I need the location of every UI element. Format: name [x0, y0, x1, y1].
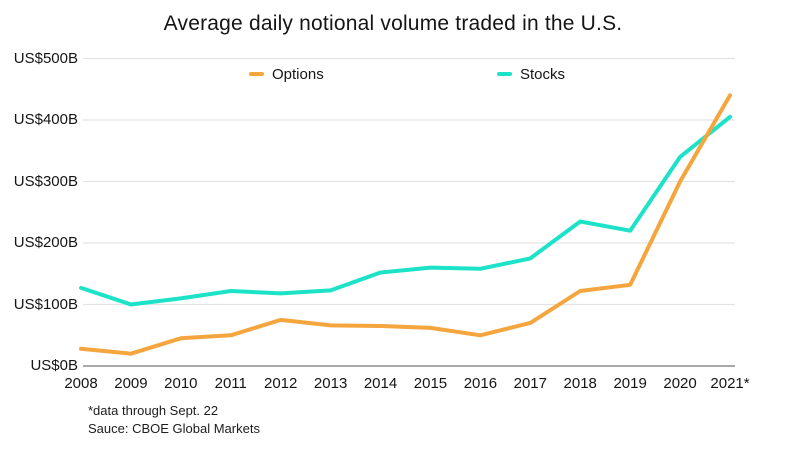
x-axis-label-2010: 2010	[164, 375, 198, 392]
chart-legend: Options Stocks	[0, 64, 786, 84]
options-line	[79, 93, 732, 356]
legend-item-stocks: Stocks	[497, 64, 565, 84]
y-axis-label-200: US$200B	[13, 234, 78, 251]
y-axis-label-500: US$500B	[13, 49, 78, 67]
y-axis-label-0: US$0B	[30, 357, 78, 374]
y-axis-label-300: US$300B	[13, 172, 78, 190]
x-axis-label-2015: 2015	[413, 375, 448, 392]
x-axis-label-2017: 2017	[513, 375, 547, 392]
legend-label-options: Options	[272, 65, 324, 83]
x-axis-label-2014: 2014	[363, 375, 398, 392]
x-axis-label-2009: 2009	[114, 375, 148, 392]
x-axis-label-2013: 2013	[313, 375, 348, 392]
x-axis-label-2012: 2012	[264, 375, 298, 392]
x-axis-label-2019: 2019	[613, 375, 647, 392]
footnotes: *data through Sept. 22 Sauce: CBOE Globa…	[88, 402, 260, 438]
x-axis-label-2008: 2008	[64, 375, 98, 392]
x-axis-label-2018: 2018	[563, 375, 597, 392]
x-axis-label-2020: 2020	[663, 375, 697, 392]
footnote-source: Sauce: CBOE Global Markets	[88, 421, 260, 436]
options-line-swatch-icon	[249, 72, 264, 76]
x-axis-label-2011: 2011	[214, 375, 247, 392]
chart-title: Average daily notional volume traded in …	[163, 12, 623, 35]
x-axis-label-2016: 2016	[463, 375, 498, 392]
y-axis-label-100: US$100B	[13, 295, 78, 313]
stocks-line	[79, 114, 732, 307]
legend-label-stocks: Stocks	[520, 65, 566, 83]
stocks-line-swatch-icon	[497, 72, 512, 76]
x-axis-label-2021: 2021*	[710, 375, 750, 392]
footnote-data-range: *data through Sept. 22	[88, 403, 219, 418]
legend-item-options: Options	[249, 64, 324, 84]
y-axis-label-400: US$400B	[13, 111, 78, 128]
